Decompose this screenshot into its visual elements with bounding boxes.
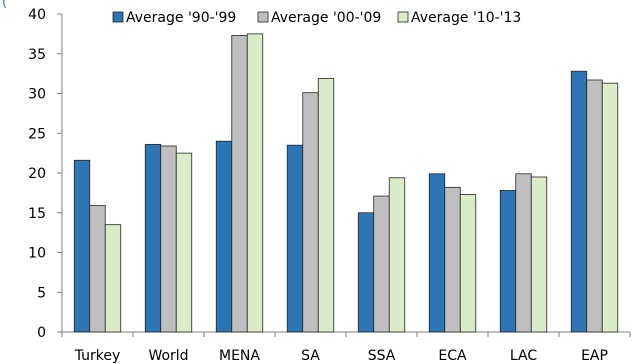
- partial-title-fragment: (: [2, 0, 7, 10]
- x-tick-label-lac: LAC: [510, 348, 537, 364]
- y-tick-label: 40: [28, 7, 46, 23]
- legend: Average '90-'99 Average '00-'09 Average '1…: [112, 10, 521, 26]
- bar-world-series-2: [160, 145, 177, 333]
- bar-eca-series-3: [459, 194, 477, 333]
- bar-sa-series-3: [317, 77, 335, 333]
- bar-eap-series-2: [586, 79, 603, 333]
- x-tick-label-eca: ECA: [438, 348, 467, 364]
- bar-mena-series-1: [215, 140, 233, 333]
- y-tick-label: 5: [37, 285, 46, 301]
- bar-ssa-series-2: [373, 195, 390, 333]
- bar-sa-series-1: [286, 144, 304, 333]
- x-tick-label-turkey: Turkey: [74, 348, 121, 364]
- y-tick-label: 30: [28, 87, 46, 103]
- y-tick-label: 35: [28, 47, 46, 63]
- bar-sa-series-2: [302, 92, 319, 333]
- y-axis: 0 5 10 15 20 25 30 35 40: [28, 7, 63, 341]
- y-tick-label: 20: [28, 166, 46, 182]
- bar-mena-series-2: [231, 35, 248, 333]
- y-tick-label: 25: [28, 126, 46, 142]
- x-tick-label-sa: SA: [301, 348, 320, 364]
- y-tick-label: 10: [28, 246, 46, 262]
- x-tick-label-ssa: SSA: [368, 348, 396, 364]
- legend-swatch-series-3: [397, 11, 409, 23]
- bar-eap-series-3: [601, 82, 619, 333]
- y-tick-label: 15: [28, 206, 46, 222]
- bar-world-series-3: [175, 152, 193, 333]
- legend-label-series-3: Average '10-'13: [411, 10, 521, 26]
- x-tick-label-world: World: [148, 348, 188, 364]
- legend-swatch-series-1: [112, 11, 124, 23]
- legend-swatch-series-2: [257, 11, 269, 23]
- bar-eca-series-1: [428, 173, 446, 333]
- bar-ssa-series-1: [357, 212, 375, 333]
- x-tick-label-eap: EAP: [581, 348, 608, 364]
- legend-label-series-1: Average '90-'99: [126, 10, 236, 26]
- bar-lac-series-1: [499, 190, 517, 333]
- bar-ssa-series-3: [388, 177, 406, 333]
- x-tick-label-mena: MENA: [219, 348, 260, 364]
- y-tick-label: 0: [37, 325, 46, 341]
- bar-mena-series-3: [246, 33, 264, 333]
- bar-turkey-series-1: [73, 159, 91, 333]
- bar-eca-series-2: [444, 186, 461, 333]
- bar-lac-series-3: [530, 176, 548, 333]
- bars-group: [73, 33, 619, 333]
- legend-label-series-2: Average '00-'09: [271, 10, 381, 26]
- x-axis: Turkey World MENA SA SSA ECA LAC EAP: [61, 331, 631, 364]
- bar-turkey-series-2: [89, 205, 106, 333]
- bar-world-series-1: [144, 143, 162, 333]
- bar-eap-series-1: [570, 70, 588, 333]
- bar-turkey-series-3: [104, 224, 122, 333]
- bar-lac-series-2: [515, 173, 532, 333]
